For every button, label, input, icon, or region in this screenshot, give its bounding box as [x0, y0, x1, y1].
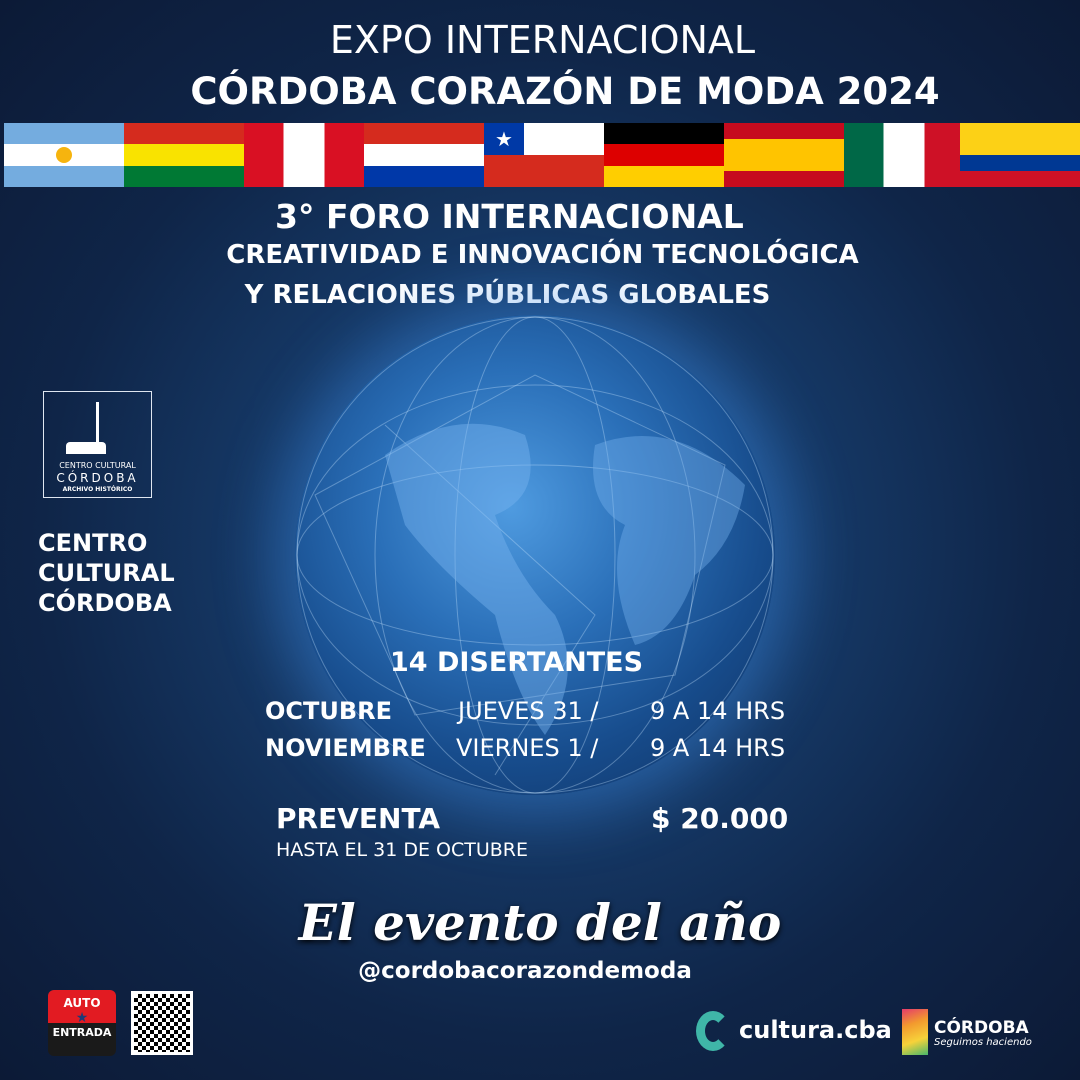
- logo-text2: CÓRDOBA: [56, 471, 139, 485]
- flag-chile: ★: [484, 123, 604, 187]
- social-handle[interactable]: @cordobacorazondemoda: [358, 958, 692, 984]
- network-lines: [296, 316, 774, 794]
- venue-line2: CULTURAL: [38, 559, 175, 587]
- building-icon: [66, 442, 106, 454]
- day-1: JUEVES 31 /: [458, 697, 599, 725]
- forum-title: 3° FORO INTERNACIONAL: [275, 197, 744, 236]
- autoentrada-top: AUTO: [63, 996, 101, 1010]
- tagline: El evento del año: [298, 893, 782, 952]
- cultura-logo-icon: [696, 1011, 730, 1051]
- venue-line3: CÓRDOBA: [38, 589, 172, 617]
- time-2: 9 A 14 HRS: [650, 734, 786, 762]
- flag-peru: [244, 123, 364, 187]
- month-2: NOVIEMBRE: [265, 734, 426, 762]
- star-icon: ★: [75, 1010, 89, 1026]
- flag-germany: [604, 123, 724, 187]
- day-2: VIERNES 1 /: [456, 734, 599, 762]
- header-line1: EXPO INTERNACIONAL: [329, 18, 756, 62]
- flag-bolivia: [124, 123, 244, 187]
- centro-cultural-logo: CENTRO CULTURAL CÓRDOBA ARCHIVO HISTÓRIC…: [43, 391, 152, 498]
- flag-colombia: [960, 123, 1080, 187]
- tower-icon: [96, 402, 99, 450]
- flag-paraguay: [364, 123, 484, 187]
- flag-spain: [724, 123, 844, 187]
- logo-text1: CENTRO CULTURAL: [59, 461, 136, 470]
- presale-price: $ 20.000: [651, 802, 789, 835]
- cordoba-logo-text: CÓRDOBA: [934, 1018, 1029, 1038]
- flag-mexico: [844, 123, 964, 187]
- month-1: OCTUBRE: [265, 697, 393, 725]
- presale-until: HASTA EL 31 DE OCTUBRE: [276, 839, 529, 861]
- presale-label: PREVENTA: [276, 802, 441, 835]
- speakers-count: 14 DISERTANTES: [390, 647, 644, 678]
- globe-image: [295, 315, 775, 795]
- forum-line3: Y RELACIONES PÚBLICAS GLOBALES: [244, 280, 771, 310]
- venue-line1: CENTRO: [38, 529, 148, 557]
- autoentrada-bottom: ENTRADA: [52, 1026, 112, 1039]
- cordoba-map-icon: [902, 1009, 928, 1055]
- logo-text3: ARCHIVO HISTÓRICO: [62, 486, 133, 493]
- autoentrada-logo[interactable]: AUTO ★ ENTRADA: [48, 990, 116, 1056]
- venue-name: CENTRO CULTURAL CÓRDOBA: [38, 528, 175, 618]
- cordoba-slogan: Seguimos haciendo: [934, 1037, 1032, 1048]
- forum-line2: CREATIVIDAD E INNOVACIÓN TECNOLÓGICA: [226, 240, 859, 270]
- time-1: 9 A 14 HRS: [650, 697, 786, 725]
- qr-code[interactable]: [131, 991, 193, 1055]
- flag-argentina: [4, 123, 124, 187]
- cultura-logo-text: cultura.cba: [739, 1016, 892, 1044]
- header-line2: CÓRDOBA CORAZÓN DE MODA 2024: [190, 70, 940, 113]
